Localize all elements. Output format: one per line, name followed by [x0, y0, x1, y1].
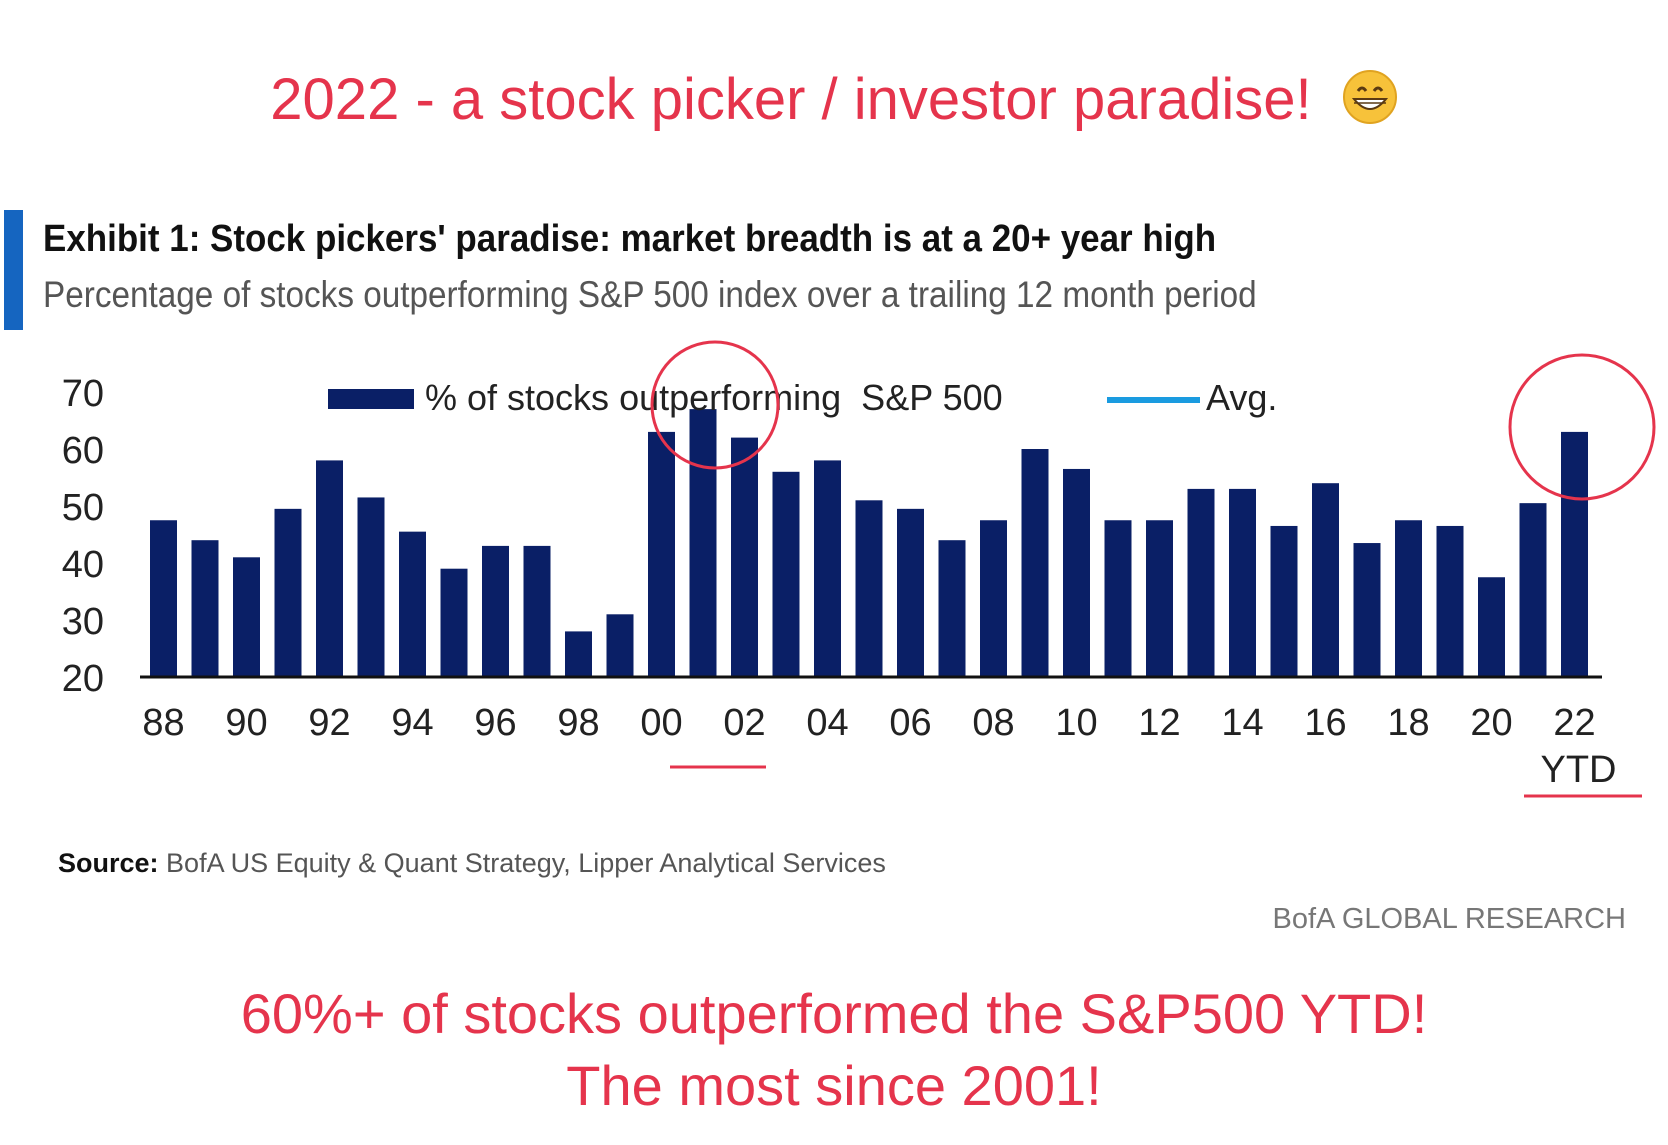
bar-90 [233, 557, 260, 677]
bar-17 [1353, 543, 1381, 677]
bar-98 [565, 631, 592, 677]
bar-20 [1478, 577, 1505, 677]
bar-05 [855, 500, 883, 677]
legend-label-bars: % of stocks outperforming S&P 500 [425, 377, 1003, 418]
bottom-headline-line1: 60%+ of stocks outperformed the S&P500 Y… [240, 982, 1428, 1045]
bar-04 [814, 460, 841, 677]
bar-07 [938, 540, 966, 677]
grinning-face-icon [1342, 69, 1398, 139]
bar-18 [1395, 520, 1422, 677]
x-tick-label: 22 [1553, 702, 1595, 744]
bar-22-ytd [1561, 431, 1588, 677]
x-tick-label: 20 [1470, 702, 1512, 744]
bar-03 [772, 471, 800, 677]
x-tick-label: 10 [1055, 702, 1097, 744]
legend-label-avg: Avg. [1206, 377, 1277, 418]
x-tick-label: 16 [1304, 702, 1346, 744]
x-tick-label: 98 [557, 702, 599, 744]
bar-91 [274, 508, 302, 677]
bottom-headline: 60%+ of stocks outperformed the S&P500 Y… [0, 978, 1668, 1122]
bar-08 [980, 520, 1007, 677]
y-tick-label: 60 [62, 430, 104, 472]
x-tick-label: 94 [391, 702, 433, 744]
x-axis: 88 90 92 94 96 98 00 02 04 06 08 10 12 14 16 18 20 22 YTD [142, 702, 1616, 791]
exhibit-title: Exhibit 1: Stock pickers' paradise: mark… [43, 218, 1217, 260]
x-tick-label: 08 [972, 702, 1014, 744]
bar-88 [150, 520, 177, 677]
bar-16 [1312, 483, 1339, 677]
x-tick-label: 04 [806, 702, 848, 744]
x-tick-label: 12 [1138, 702, 1180, 744]
highlight-annotations [650, 340, 1656, 798]
bar-97 [523, 545, 551, 677]
bar-series [150, 409, 1588, 677]
top-headline-text: 2022 - a stock picker / investor paradis… [270, 67, 1312, 132]
bar-21 [1519, 503, 1547, 677]
x-tick-label: 88 [142, 702, 184, 744]
bar-92 [316, 460, 343, 677]
highlight-circle-2001 [650, 340, 780, 470]
bar-94 [399, 531, 426, 677]
x-tick-label: 02 [723, 702, 765, 744]
bar-19 [1436, 525, 1464, 677]
bottom-headline-line2: The most since 2001! [566, 1054, 1102, 1117]
y-tick-label: 50 [62, 487, 104, 529]
exhibit-accent-bar [4, 210, 23, 330]
y-tick-label: 20 [62, 658, 104, 700]
x-tick-label: 18 [1387, 702, 1429, 744]
x-tick-label: 06 [889, 702, 931, 744]
source-text: BofA US Equity & Quant Strategy, Lipper … [166, 848, 886, 878]
highlight-circle-2022 [1508, 353, 1656, 501]
bar-15 [1270, 525, 1298, 677]
bar-00 [648, 431, 675, 677]
bar-14 [1229, 488, 1256, 677]
y-tick-label: 30 [62, 601, 104, 643]
legend: % of stocks outperforming S&P 500 Avg. [328, 377, 1277, 418]
y-tick-label: 70 [62, 373, 104, 415]
bar-11 [1104, 520, 1132, 677]
y-axis: 70 60 50 40 30 20 [62, 373, 104, 700]
bar-12 [1146, 520, 1173, 677]
top-headline: 2022 - a stock picker / investor paradis… [0, 66, 1668, 139]
legend-swatch-bars [328, 389, 414, 409]
x-tick-label: 00 [640, 702, 682, 744]
bar-09 [1021, 449, 1049, 677]
bar-89 [191, 540, 219, 677]
exhibit-subtitle: Percentage of stocks outperforming S&P 5… [43, 274, 1257, 315]
bar-99 [606, 614, 634, 677]
bar-96 [482, 545, 509, 677]
x-tick-label: 96 [474, 702, 516, 744]
x-tick-label: 90 [225, 702, 267, 744]
bar-95 [440, 568, 468, 677]
y-tick-label: 40 [62, 544, 104, 586]
x-tick-label: 14 [1221, 702, 1263, 744]
x-tick-sublabel: YTD [1541, 749, 1617, 791]
source-note: Source: BofA US Equity & Quant Strategy,… [58, 848, 886, 879]
brand-label: BofA GLOBAL RESEARCH [1272, 903, 1626, 935]
bar-chart: 70 60 50 40 30 20 88 90 92 94 96 98 00 02 04 06 08 10 12 1… [62, 340, 1656, 798]
bar-93 [357, 497, 385, 677]
bar-06 [897, 508, 924, 677]
bar-10 [1063, 468, 1090, 677]
x-tick-label: 92 [308, 702, 350, 744]
bar-02 [731, 437, 758, 677]
bar-13 [1187, 488, 1215, 677]
bar-01 [689, 409, 717, 677]
source-label: Source: [58, 848, 159, 878]
